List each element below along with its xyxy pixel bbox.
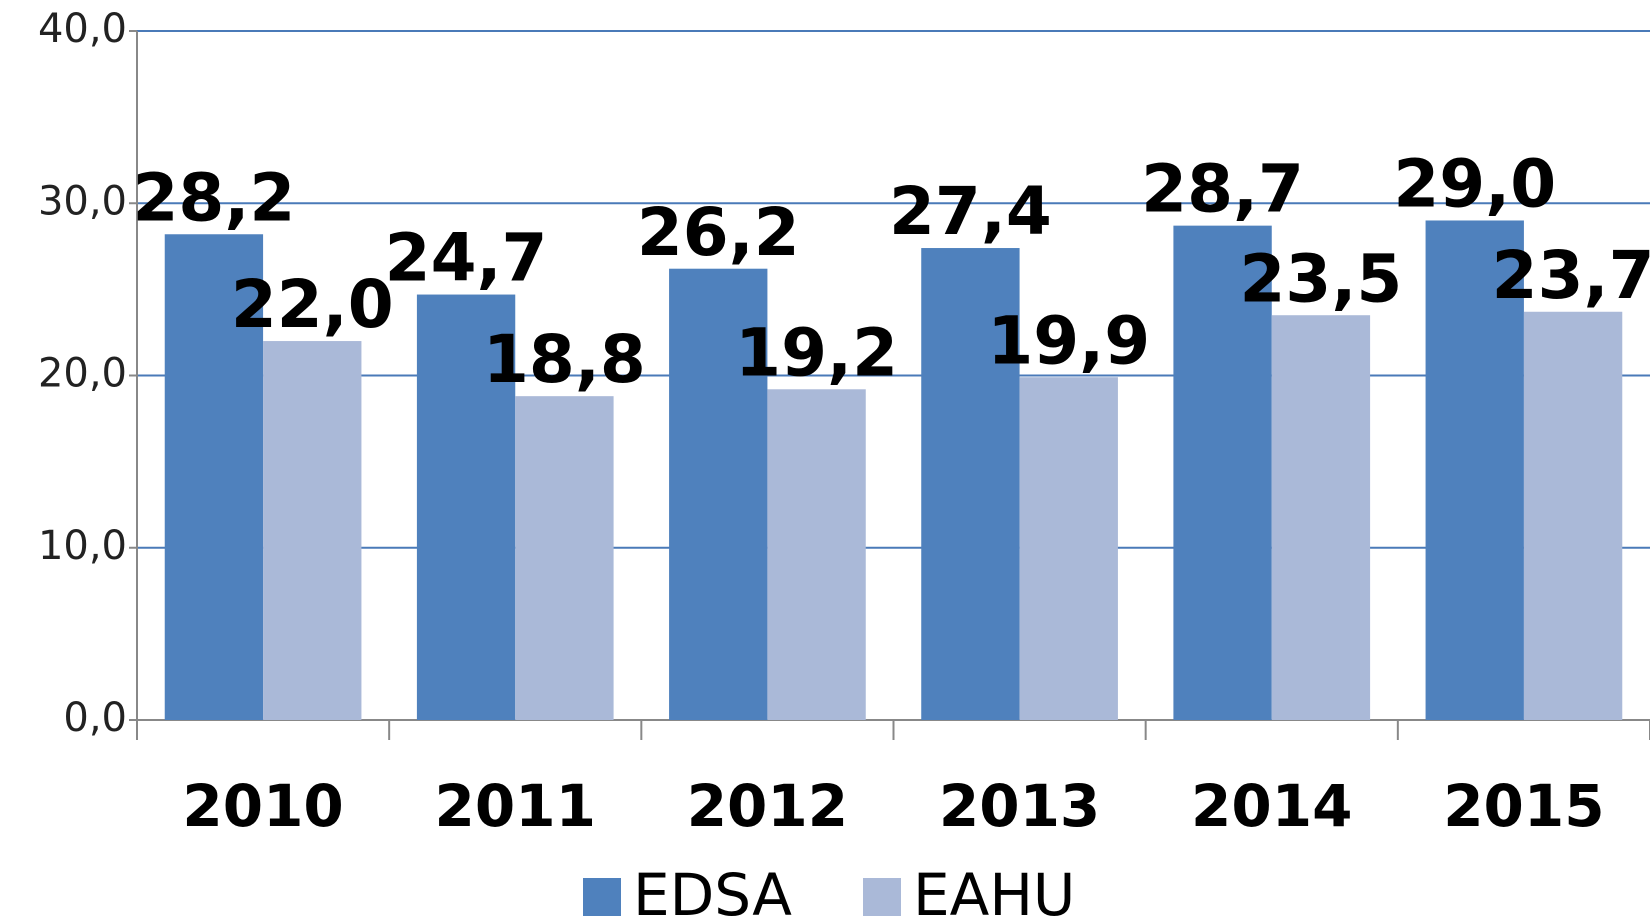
- value-label: 23,5: [1240, 240, 1403, 317]
- value-label: 28,2: [132, 159, 295, 236]
- x-tick-label: 2015: [1443, 772, 1604, 840]
- y-tick-label: 30,0: [38, 178, 127, 224]
- bar: [1173, 225, 1272, 720]
- x-tick-label: 2012: [687, 772, 848, 840]
- bar: [1523, 311, 1623, 720]
- bar: [263, 341, 362, 720]
- bar: [1019, 377, 1118, 720]
- legend-swatch: [863, 878, 901, 916]
- value-label: 22,0: [231, 266, 394, 343]
- bar: [921, 248, 1020, 720]
- x-tick-label: 2014: [1191, 772, 1352, 840]
- value-label: 19,2: [735, 314, 898, 391]
- bar: [767, 389, 866, 720]
- value-label: 29,0: [1393, 146, 1556, 223]
- legend-label: EDSA: [633, 861, 792, 924]
- x-tick-label: 2011: [435, 772, 596, 840]
- value-label: 24,7: [385, 220, 548, 297]
- legend-swatch: [583, 878, 621, 916]
- bar: [416, 294, 516, 720]
- y-tick-label: 0,0: [63, 695, 127, 741]
- value-label: 28,7: [1141, 151, 1304, 228]
- y-tick-label: 10,0: [38, 523, 127, 569]
- x-tick-label: 2013: [939, 772, 1100, 840]
- bar: [515, 396, 614, 720]
- x-tick-label: 2010: [182, 772, 343, 840]
- value-label: 27,4: [889, 173, 1052, 250]
- value-label: 18,8: [483, 321, 646, 398]
- value-label: 19,9: [987, 302, 1150, 379]
- y-tick-label: 40,0: [38, 6, 127, 52]
- value-label: 26,2: [637, 194, 800, 271]
- bar: [1425, 220, 1524, 720]
- value-label: 23,7: [1492, 237, 1650, 314]
- bar: [669, 268, 768, 720]
- bar: [164, 234, 264, 720]
- y-tick-label: 20,0: [38, 351, 127, 397]
- legend-label: EAHU: [913, 861, 1075, 924]
- bar: [1271, 315, 1371, 720]
